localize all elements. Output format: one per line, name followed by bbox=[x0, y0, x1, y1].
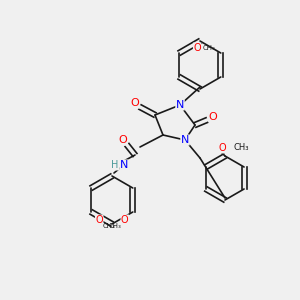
Text: N: N bbox=[181, 135, 189, 145]
Text: O: O bbox=[194, 43, 201, 53]
Text: N: N bbox=[120, 160, 128, 170]
Text: O: O bbox=[118, 135, 127, 145]
Text: N: N bbox=[176, 100, 184, 110]
Text: O: O bbox=[218, 143, 226, 153]
Text: CH₃: CH₃ bbox=[233, 143, 248, 152]
Text: CH₃: CH₃ bbox=[108, 223, 121, 229]
Text: H: H bbox=[111, 160, 119, 170]
Text: O: O bbox=[121, 215, 129, 225]
Text: CH₃: CH₃ bbox=[103, 223, 116, 229]
Text: O: O bbox=[130, 98, 140, 108]
Text: O: O bbox=[208, 112, 217, 122]
Text: CH₃: CH₃ bbox=[203, 45, 216, 51]
Text: O: O bbox=[95, 215, 103, 225]
